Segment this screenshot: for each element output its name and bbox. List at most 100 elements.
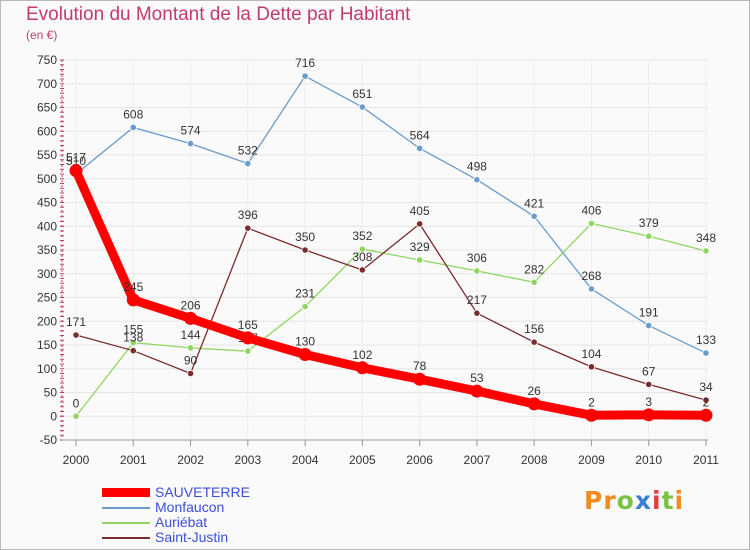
x-tick-label: 2011 — [693, 453, 719, 467]
data-label: 350 — [295, 230, 315, 244]
series-line — [71, 166, 711, 420]
data-point — [358, 245, 366, 253]
data-point — [530, 212, 538, 220]
data-label: 379 — [639, 216, 659, 230]
data-point — [301, 72, 309, 80]
series-line — [75, 223, 707, 401]
data-label: 245 — [123, 280, 143, 294]
data-point — [416, 256, 424, 264]
data-point — [244, 347, 252, 355]
y-tick-label: 0 — [50, 409, 57, 423]
legend-swatch — [102, 488, 150, 497]
data-point — [129, 347, 137, 355]
data-label: 144 — [181, 328, 201, 342]
data-point — [358, 103, 366, 111]
logo-letter: x — [634, 486, 652, 515]
data-point — [69, 164, 83, 178]
legend-swatch — [102, 521, 150, 524]
data-point — [645, 380, 653, 389]
data-point — [473, 176, 481, 184]
series-sauveterre: 517 245 206 165 130 102 78 53 26 2 3 2 — [66, 151, 713, 422]
data-label: 104 — [581, 347, 601, 361]
data-label: 206 — [181, 298, 201, 312]
y-tick-label: 300 — [37, 267, 57, 281]
legend-swatch — [102, 536, 150, 539]
legend-label: SAUVETERRE — [155, 484, 250, 500]
y-tick-label: 250 — [37, 291, 57, 305]
data-label: 78 — [413, 359, 427, 373]
x-tick-label: 2002 — [177, 453, 204, 467]
data-point — [587, 285, 596, 293]
data-point — [298, 348, 312, 361]
x-tick-label: 2008 — [521, 453, 548, 467]
y-tick-label: 450 — [37, 196, 57, 210]
data-point — [587, 219, 596, 227]
x-tick-label: 2010 — [635, 453, 662, 467]
data-label: 564 — [410, 128, 430, 142]
legend-label: Monfaucon — [155, 499, 225, 515]
data-point — [699, 408, 713, 422]
data-point — [244, 224, 252, 232]
data-point — [587, 363, 596, 371]
data-label: 2 — [703, 395, 710, 409]
data-label: 53 — [470, 371, 484, 385]
data-point — [702, 349, 710, 357]
series-monfaucon: 510 608 574 532 716 651 564 498 421 268 191 133 — [66, 56, 716, 357]
y-tick-label: 350 — [37, 243, 57, 257]
legend-swatch — [102, 506, 150, 509]
logo-letter: i — [674, 486, 685, 515]
data-point — [355, 361, 369, 375]
data-label: 171 — [66, 315, 86, 329]
y-tick-label: 750 — [37, 53, 57, 67]
data-label: 231 — [295, 287, 315, 301]
data-point — [358, 266, 366, 274]
data-label: 348 — [696, 231, 716, 245]
data-label: 396 — [238, 208, 258, 222]
data-label: 517 — [66, 151, 86, 165]
data-label: 282 — [524, 262, 544, 276]
y-tick-label: 700 — [37, 77, 57, 91]
data-point — [184, 311, 198, 325]
data-label: 217 — [467, 293, 487, 307]
data-label: 329 — [410, 240, 430, 254]
data-point — [301, 246, 309, 254]
data-label: 138 — [123, 331, 143, 345]
y-tick-label: 500 — [37, 172, 57, 186]
data-point — [186, 344, 195, 352]
chart-subtitle: (en €) — [26, 28, 58, 42]
data-point — [126, 293, 140, 307]
series-saint-justin: 171 138 90 396 350 308 405 217 156 104 67 34 — [66, 204, 713, 404]
y-tick-label: 600 — [37, 124, 57, 138]
data-label: 130 — [295, 335, 315, 349]
data-label: 67 — [642, 364, 656, 378]
axes: -50 0 50 100 150 200 250 300 350 400 450 500 550 600 6… — [37, 53, 719, 467]
data-label: 156 — [524, 322, 544, 336]
data-label: 651 — [352, 87, 372, 101]
series-layer: 5106085745327166515644984212681911330155… — [66, 56, 716, 422]
data-label: 608 — [123, 107, 143, 121]
data-point — [129, 339, 137, 347]
data-label: 191 — [639, 306, 659, 320]
series-line — [75, 75, 707, 354]
data-point — [530, 338, 538, 346]
data-point — [642, 408, 656, 422]
data-label: 308 — [352, 250, 372, 264]
data-label: 406 — [581, 203, 601, 217]
data-point — [470, 384, 484, 398]
data-point — [72, 412, 80, 420]
x-tick-label: 2004 — [292, 453, 319, 467]
logo-letter: o — [616, 486, 635, 515]
logo-letter: r — [603, 486, 617, 515]
data-point — [530, 278, 538, 286]
data-point — [241, 331, 255, 345]
data-label: 26 — [528, 384, 542, 398]
data-label: 2 — [588, 395, 595, 409]
x-tick-label: 2000 — [63, 453, 90, 467]
data-point — [702, 396, 710, 404]
y-tick-label: 550 — [37, 148, 57, 162]
y-tick-label: 400 — [37, 219, 57, 233]
data-label: 574 — [181, 124, 201, 138]
data-point — [416, 144, 424, 152]
data-label: 3 — [645, 395, 652, 409]
